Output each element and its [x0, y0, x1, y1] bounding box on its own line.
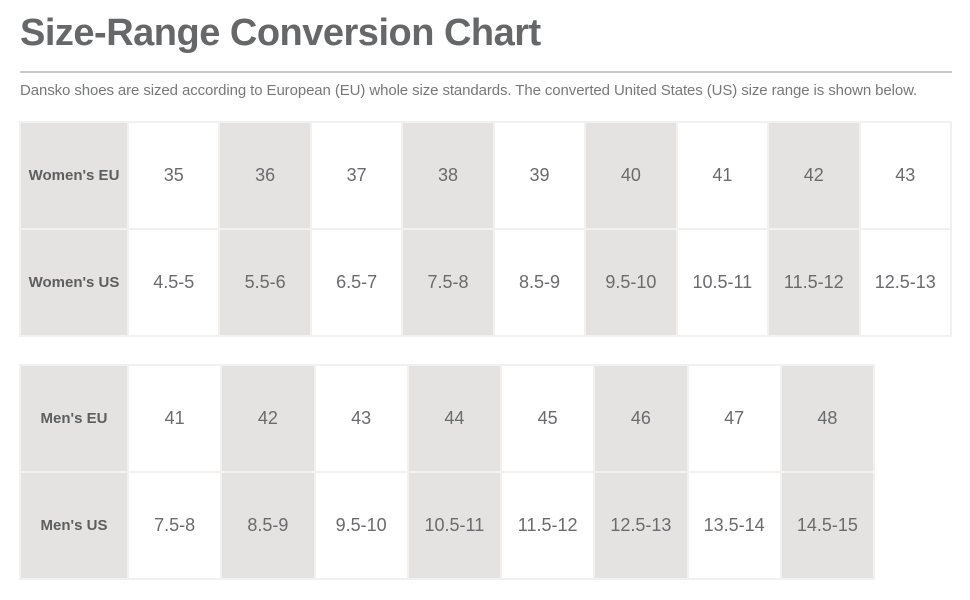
size-cell: 45: [499, 364, 596, 473]
size-cell: 38: [401, 121, 495, 230]
size-cell: 11.5-12: [767, 228, 861, 337]
size-cell: 42: [767, 121, 861, 230]
size-cell: 46: [593, 364, 689, 473]
size-cell: 14.5-15: [779, 471, 876, 580]
size-cell: 35: [126, 121, 221, 230]
size-cell: 39: [492, 121, 587, 230]
size-cell: 41: [675, 121, 770, 230]
size-cell: 48: [779, 364, 876, 473]
size-cell: 42: [220, 364, 316, 473]
table-row-mens-us: Men's US 7.5-8 8.5-9 9.5-10 10.5-11 11.5…: [19, 471, 876, 580]
size-cell: 12.5-13: [593, 471, 689, 580]
womens-size-table: Women's EU 35 36 37 38 39 40 41 42 43 Wo…: [19, 121, 952, 337]
page-description: Dansko shoes are sized according to Euro…: [20, 82, 918, 99]
size-cell: 37: [309, 121, 404, 230]
size-cell: 11.5-12: [499, 471, 596, 580]
size-cell: 43: [858, 121, 952, 230]
table-row-womens-eu: Women's EU 35 36 37 38 39 40 41 42 43: [19, 121, 952, 230]
size-cell: 6.5-7: [309, 228, 404, 337]
size-cell: 7.5-8: [126, 471, 223, 580]
size-cell: 10.5-11: [406, 471, 503, 580]
mens-size-table: Men's EU 41 42 43 44 45 46 47 48 Men's U…: [19, 364, 876, 580]
title-divider: [20, 71, 952, 73]
size-cell: 43: [313, 364, 409, 473]
table-row-mens-eu: Men's EU 41 42 43 44 45 46 47 48: [19, 364, 876, 473]
row-header-cell: Women's EU: [19, 121, 129, 230]
size-cell: 40: [584, 121, 678, 230]
size-cell: 41: [126, 364, 223, 473]
size-cell: 5.5-6: [218, 228, 312, 337]
row-header-cell: Men's US: [19, 471, 129, 580]
size-cell: 9.5-10: [584, 228, 678, 337]
size-cell: 8.5-9: [492, 228, 587, 337]
size-cell: 10.5-11: [675, 228, 770, 337]
row-header-cell: Men's EU: [19, 364, 129, 473]
page-title: Size-Range Conversion Chart: [20, 12, 541, 54]
size-cell: 9.5-10: [313, 471, 409, 580]
size-chart-page: Size-Range Conversion Chart Dansko shoes…: [19, 12, 952, 580]
row-header-cell: Women's US: [19, 228, 129, 337]
size-cell: 44: [406, 364, 503, 473]
size-cell: 13.5-14: [686, 471, 782, 580]
size-cell: 7.5-8: [401, 228, 495, 337]
size-cell: 47: [686, 364, 782, 473]
size-cell: 12.5-13: [858, 228, 952, 337]
table-row-womens-us: Women's US 4.5-5 5.5-6 6.5-7 7.5-8 8.5-9…: [19, 228, 952, 337]
size-cell: 36: [218, 121, 312, 230]
size-cell: 4.5-5: [126, 228, 221, 337]
size-cell: 8.5-9: [220, 471, 316, 580]
